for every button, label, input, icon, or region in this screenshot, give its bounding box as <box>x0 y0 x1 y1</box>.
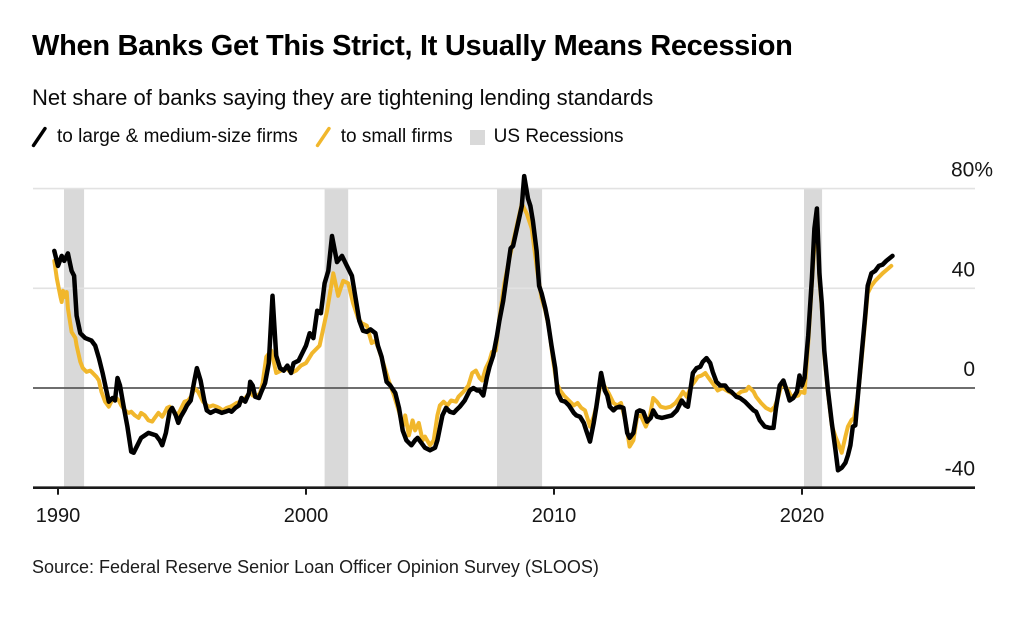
y-axis-tick-label: 0 <box>963 358 975 381</box>
x-axis-tick-label: 2000 <box>284 505 329 527</box>
chart-title: When Banks Get This Strict, It Usually M… <box>32 30 793 62</box>
legend-label: to small firms <box>340 126 453 147</box>
legend-item-2: to small firms <box>315 126 453 148</box>
legend-line-swatch-icon <box>315 126 331 148</box>
source-note: Source: Federal Reserve Senior Loan Offi… <box>32 557 599 577</box>
series-line-large-medium-firms <box>52 173 895 473</box>
legend-label: to large & medium-size firms <box>57 126 298 147</box>
recession-band <box>324 189 349 488</box>
x-axis-tick-label: 1990 <box>36 505 81 527</box>
series-line-small-firms <box>52 201 894 455</box>
chart-subtitle: Net share of banks saying they are tight… <box>32 85 654 110</box>
x-axis-ticks-group: 1990 2000 2010 2020 <box>36 487 825 527</box>
legend-box-swatch-icon <box>469 129 485 145</box>
x-axis-tick-label: 2010 <box>532 505 577 527</box>
gridlines-group <box>33 187 975 490</box>
y-axis-tick-label: -40 <box>945 458 975 481</box>
y-axis-tick-label: 40 <box>952 258 975 281</box>
legend-item-3: US Recessions <box>469 126 624 148</box>
recession-bands-group <box>64 189 823 488</box>
legend-line-swatch-icon <box>31 126 47 148</box>
legend-item-1: to large & medium-size firms <box>31 126 298 148</box>
chart-legend: to large & medium-size firms to small fir… <box>31 126 624 148</box>
y-axis-tick-label: 80% <box>951 159 993 182</box>
x-axis-tick-label: 2020 <box>780 505 825 527</box>
series-group <box>52 173 895 473</box>
legend-label: US Recessions <box>493 126 624 147</box>
y-axis-labels-group: 80% 40 0 -40 <box>945 159 993 481</box>
